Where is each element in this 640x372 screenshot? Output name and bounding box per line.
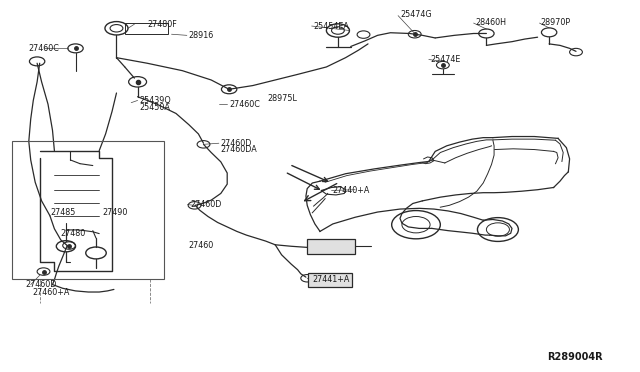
- Text: 28916: 28916: [189, 31, 214, 40]
- Text: 28975L: 28975L: [268, 94, 298, 103]
- Text: 27460C: 27460C: [229, 100, 260, 109]
- Text: 27460D: 27460D: [221, 139, 252, 148]
- Bar: [125, 23, 168, 34]
- Text: 27460C: 27460C: [29, 44, 60, 53]
- Text: 28970P: 28970P: [541, 18, 571, 27]
- Text: 27485: 27485: [50, 208, 76, 217]
- Text: 27460DA: 27460DA: [221, 145, 257, 154]
- Text: 27460+A: 27460+A: [32, 288, 69, 296]
- Text: 25454EA: 25454EA: [314, 22, 349, 31]
- Text: R289004R: R289004R: [547, 352, 603, 362]
- Text: 27480: 27480: [61, 229, 86, 238]
- Bar: [308, 273, 352, 287]
- Text: 27490: 27490: [102, 208, 128, 217]
- Text: 27441+A: 27441+A: [312, 275, 349, 284]
- Bar: [12, 141, 164, 279]
- Text: 27460D: 27460D: [191, 200, 222, 209]
- Text: 27460D: 27460D: [26, 280, 57, 289]
- Bar: [307, 239, 355, 254]
- Text: 28460H: 28460H: [475, 18, 506, 27]
- Text: 27440+A: 27440+A: [333, 186, 370, 195]
- Text: 27480F: 27480F: [147, 20, 177, 29]
- Text: 25474G: 25474G: [400, 10, 431, 19]
- Text: 25450A: 25450A: [140, 103, 170, 112]
- Text: 27460: 27460: [189, 241, 214, 250]
- Text: 25439Q: 25439Q: [140, 96, 172, 105]
- Text: 25474E: 25474E: [430, 55, 460, 64]
